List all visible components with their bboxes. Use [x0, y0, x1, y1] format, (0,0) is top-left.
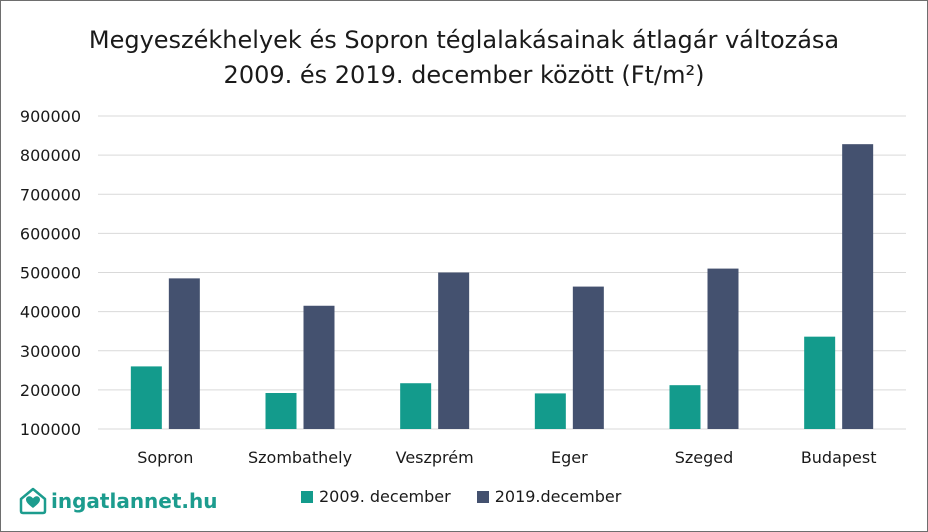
legend-swatch-2009 [301, 490, 313, 503]
y-tick-label: 200000 [20, 381, 81, 400]
bar-2009-szombathely [265, 393, 297, 429]
y-tick-label: 500000 [20, 264, 81, 283]
chart-title-line1: Megyeszékhelyek és Sopron téglalakásaina… [88, 26, 840, 54]
bar-2009-eger [534, 393, 566, 429]
legend-item-2009: 2009. december [301, 487, 451, 506]
y-axis-ticks: 100000 200000 300000 400000 500000 600000 7000… [20, 107, 81, 439]
bar-2009-szeged [669, 385, 701, 429]
brand-logo: ingatlannet.hu [19, 487, 218, 515]
bar-2009-veszprém [400, 383, 432, 429]
brand-logo-text: ingatlannet.hu [51, 489, 218, 513]
chart-title-line2: 2009. és 2019. december között (Ft/m²) [223, 61, 705, 89]
bar-2019-sopron [168, 278, 200, 429]
y-tick-label: 300000 [20, 342, 81, 361]
legend-label-2019: 2019.december [494, 487, 622, 506]
y-tick-label: 800000 [20, 146, 81, 165]
legend: 2009. december 2019.december [301, 487, 647, 506]
x-tick-label: Szombathely [248, 448, 352, 467]
bar-2019-eger [572, 286, 604, 429]
bars [130, 144, 874, 430]
bar-2009-sopron [130, 366, 162, 429]
y-tick-label: 600000 [20, 224, 81, 243]
bar-2019-szombathely [303, 305, 335, 429]
bar-2019-budapest [842, 144, 874, 430]
x-tick-label: Eger [551, 448, 588, 467]
bar-2009-budapest [804, 336, 836, 429]
x-tick-label: Sopron [137, 448, 193, 467]
legend-swatch-2019 [476, 490, 489, 503]
legend-label-2009: 2009. december [319, 487, 451, 506]
x-axis-ticks: Sopron Szombathely Veszprém Eger Szeged Budap… [137, 448, 876, 467]
house-heart-icon [19, 487, 47, 515]
y-tick-label: 100000 [20, 420, 81, 439]
bar-2019-szeged [707, 268, 739, 429]
y-tick-label: 400000 [20, 303, 81, 322]
legend-item-2019: 2019.december [476, 487, 622, 506]
chart-title: Megyeszékhelyek és Sopron téglalakásaina… [1, 23, 927, 93]
bar-2019-veszprém [438, 272, 470, 429]
x-tick-label: Szeged [675, 448, 734, 467]
x-tick-label: Veszprém [396, 448, 474, 467]
x-tick-label: Budapest [801, 448, 877, 467]
grid-lines [98, 115, 906, 430]
y-tick-label: 700000 [20, 185, 81, 204]
y-tick-label: 900000 [20, 107, 81, 126]
